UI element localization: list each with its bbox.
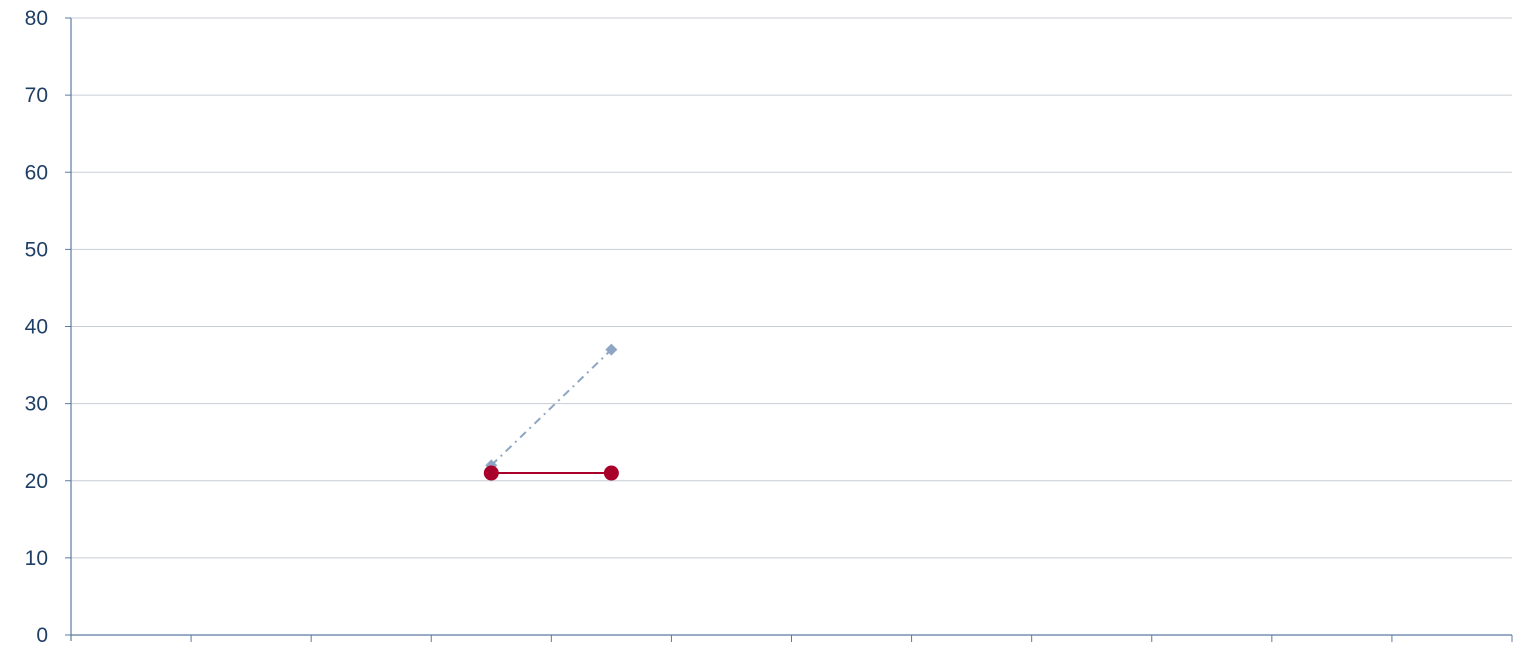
y-tick-label: 20	[25, 470, 48, 493]
data-point-circle	[603, 465, 619, 481]
axes	[70, 18, 1512, 641]
series-group	[483, 343, 619, 481]
gridlines	[71, 17, 1512, 559]
y-axis-ticks: 0 10 20 30 40 50 60 70 80	[25, 7, 71, 647]
y-tick-label: 70	[25, 84, 48, 107]
y-tick-label: 0	[36, 624, 48, 647]
x-axis-ticks	[190, 635, 1513, 642]
series-line	[490, 348, 613, 467]
data-point-circle	[483, 465, 499, 481]
y-tick-label: 80	[25, 7, 48, 30]
y-tick-label: 50	[25, 238, 48, 261]
data-point-diamond	[605, 343, 618, 356]
y-tick-label: 30	[25, 393, 48, 416]
y-tick-label: 40	[25, 316, 48, 339]
y-tick-label: 60	[25, 161, 48, 184]
y-tick-label: 10	[25, 547, 48, 570]
